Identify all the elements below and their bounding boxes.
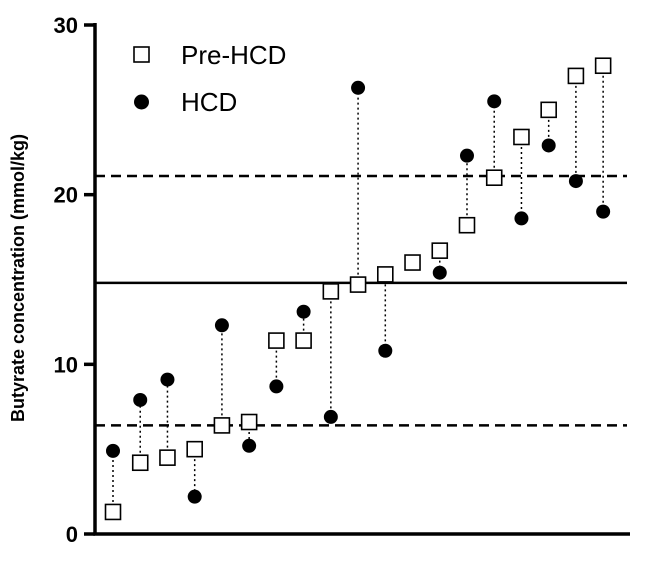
hcd-point — [487, 94, 502, 109]
hcd-point — [323, 409, 338, 424]
pre-hcd-point — [213, 417, 231, 434]
pre-hcd-point — [513, 128, 530, 146]
pre-hcd-point — [322, 283, 340, 300]
hcd-point — [541, 138, 556, 153]
pre-hcd-point — [567, 67, 585, 85]
pre-hcd-point — [594, 57, 612, 75]
pre-hcd-point — [186, 440, 203, 458]
hcd-point — [432, 265, 447, 280]
pre-hcd-point — [376, 266, 394, 283]
hcd-point — [187, 489, 202, 504]
pre-hcd-point — [159, 449, 176, 466]
reference-lines — [95, 174, 627, 427]
hcd-point — [514, 211, 529, 226]
pre-hcd-point — [404, 254, 421, 271]
pre-hcd-point — [458, 216, 476, 234]
hcd-point — [133, 392, 148, 407]
pre-hcd-point — [485, 169, 503, 186]
legend-pre-hcd-marker — [133, 46, 150, 63]
y-tick-label: 30 — [54, 13, 78, 38]
pre-hcd-point — [431, 242, 449, 259]
pair-connectors — [112, 65, 604, 512]
pre-hcd-point — [240, 413, 258, 431]
y-tick-label: 20 — [54, 183, 78, 208]
legend-hcd-label: HCD — [181, 87, 237, 117]
hcd-point — [269, 379, 284, 394]
pre-hcd-point — [268, 332, 285, 349]
y-axis-label: Butyrate concentration (mmol/kg) — [8, 134, 28, 422]
hcd-point — [378, 343, 393, 358]
legend: Pre-HCD HCD — [133, 40, 286, 117]
hcd-point — [242, 438, 257, 453]
hcd-point — [160, 372, 175, 387]
legend-pre-hcd-label: Pre-HCD — [181, 40, 286, 70]
pre-hcd-point — [104, 503, 122, 521]
pre-hcd-point — [131, 454, 149, 472]
hcd-point — [596, 204, 611, 219]
y-tick-label: 0 — [66, 522, 78, 547]
hcd-point — [214, 318, 229, 333]
pre-hcd-point — [540, 101, 557, 119]
y-tick-label: 10 — [54, 352, 78, 377]
y-axis-ticks: 0 10 20 30 — [54, 13, 95, 547]
hcd-point — [296, 304, 311, 319]
pre-hcd-point — [349, 276, 367, 293]
pre-hcd-point — [295, 332, 312, 349]
data-markers — [104, 57, 612, 521]
legend-hcd-marker — [134, 94, 149, 110]
hcd-point — [568, 174, 583, 189]
hcd-point — [459, 148, 474, 163]
hcd-point — [106, 443, 120, 458]
hcd-point — [351, 80, 366, 95]
